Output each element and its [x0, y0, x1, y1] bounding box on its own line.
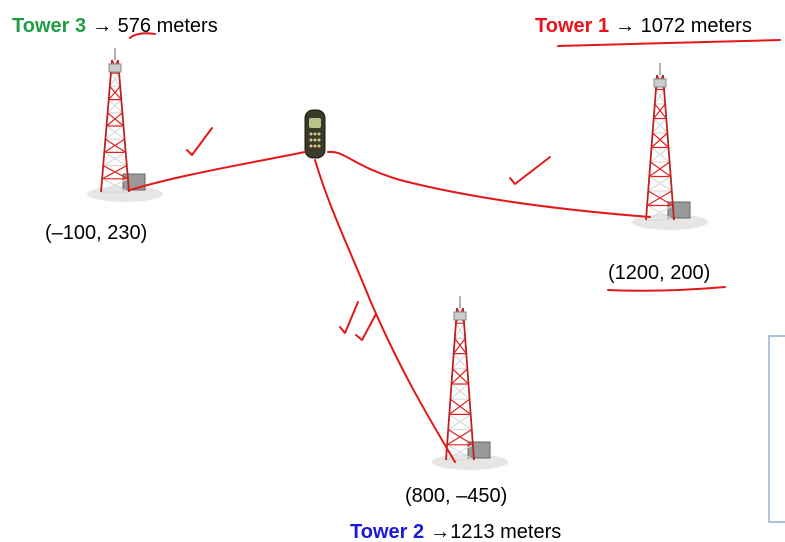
line-to-tower-3	[129, 151, 306, 191]
check	[509, 156, 551, 185]
line-to-tower-2	[314, 159, 456, 463]
line-to-tower-1	[327, 150, 651, 218]
tower	[432, 296, 508, 470]
side-box	[768, 335, 785, 523]
underline	[129, 32, 156, 39]
tower	[87, 48, 163, 202]
phone	[304, 109, 326, 159]
tower-label: Tower 3 → 576 meters	[12, 15, 218, 37]
coords: (800, –450)	[405, 485, 507, 507]
coords: (1200, 200)	[608, 262, 710, 284]
check	[339, 301, 377, 341]
tower-label: Tower 1 → 1072 meters	[535, 15, 752, 37]
tower-label: Tower 2 →1213 meters	[350, 521, 561, 542]
underline	[607, 286, 726, 292]
coords: (–100, 230)	[45, 222, 147, 244]
check	[186, 127, 213, 156]
underline	[557, 39, 781, 47]
towers	[87, 48, 708, 470]
annotations	[129, 32, 781, 463]
tower	[632, 63, 708, 230]
